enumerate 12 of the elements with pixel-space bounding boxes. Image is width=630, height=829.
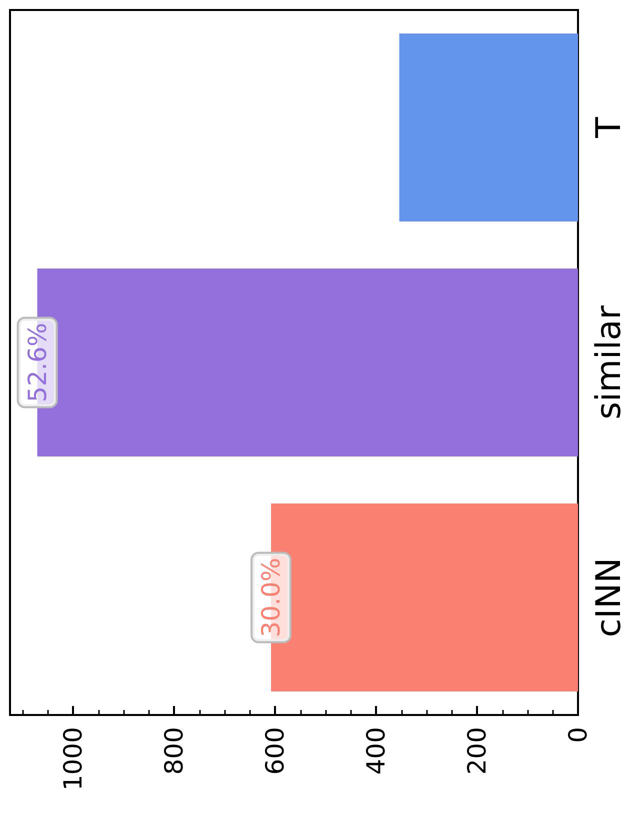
x-tick-label: 200 bbox=[462, 727, 492, 775]
y-tick-label: T bbox=[589, 116, 629, 139]
y-tick-label: similar bbox=[589, 305, 629, 420]
x-tick-label: 600 bbox=[260, 727, 290, 775]
x-tick-label: 800 bbox=[160, 727, 189, 775]
annotation: 30.0% bbox=[256, 558, 286, 638]
x-tick-label: 0 bbox=[564, 727, 592, 743]
x-tick-label: 1000 bbox=[58, 727, 88, 791]
bar bbox=[399, 34, 578, 222]
y-tick-label: cINN bbox=[589, 558, 629, 638]
annotation: 52.6% bbox=[22, 322, 52, 402]
x-tick-label: 400 bbox=[362, 727, 391, 775]
